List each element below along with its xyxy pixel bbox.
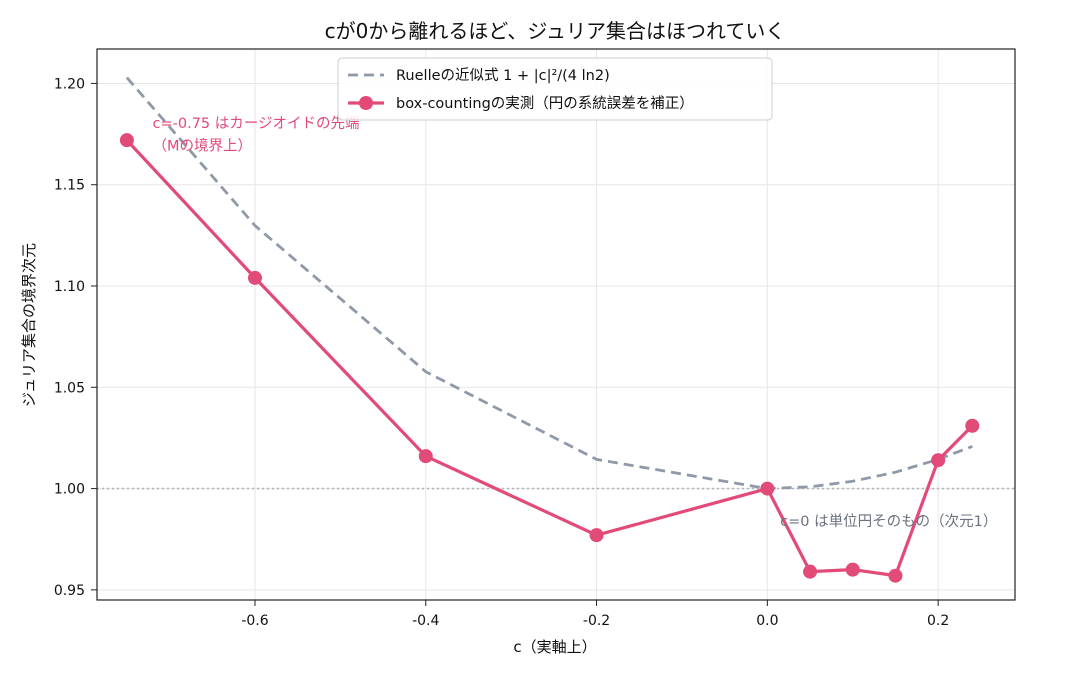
- y-tick-label: 1.15: [54, 178, 85, 194]
- y-axis-label: ジュリア集合の境界次元: [20, 243, 38, 407]
- chart-title: cが0から離れるほど、ジュリア集合はほつれていく: [325, 19, 786, 43]
- legend: Ruelleの近似式 1 + |c|²/(4 ln2) box-countingの…: [337, 57, 773, 121]
- y-axis: 0.95 1.00 1.05 1.10 1.15 1.20: [54, 76, 97, 599]
- data-point: [888, 568, 903, 583]
- y-tick-label: 1.20: [54, 76, 85, 92]
- data-point: [418, 449, 433, 464]
- data-point: [589, 528, 604, 543]
- y-tick-label: 0.95: [54, 583, 85, 599]
- series-layer: [119, 76, 980, 583]
- y-tick-label: 1.00: [54, 482, 85, 498]
- data-point: [119, 133, 134, 148]
- y-tick-label: 1.05: [54, 380, 85, 396]
- data-point: [845, 562, 860, 577]
- x-axis: -0.6 -0.4 -0.2 0.0 0.2: [241, 600, 949, 629]
- legend-marker-measured: [359, 96, 373, 110]
- annotations: c=-0.75 はカージオイドの先端 （Mの境界上） c=0 は単位円そのもの（次元…: [153, 115, 998, 530]
- data-point: [760, 481, 775, 496]
- data-point: [965, 418, 980, 433]
- data-point: [803, 564, 818, 579]
- annotation: c=0 は単位円そのもの（次元1）: [780, 513, 997, 530]
- annotation: （Mの境界上）: [153, 136, 253, 154]
- legend-label-measured: box-countingの実測（円の系統誤差を補正）: [396, 95, 694, 112]
- x-tick-label: -0.2: [583, 613, 610, 629]
- x-tick-label: -0.6: [241, 613, 268, 629]
- data-point: [247, 270, 262, 285]
- legend-box: [337, 57, 773, 121]
- plot-frame: [96, 48, 1016, 601]
- annotation: c=-0.75 はカージオイドの先端: [153, 115, 360, 132]
- legend-label-ruelle: Ruelleの近似式 1 + |c|²/(4 ln2): [396, 67, 610, 84]
- x-axis-label: c（実軸上）: [513, 638, 596, 656]
- series-line-measured: [125, 139, 974, 578]
- series-line-ruelle: [125, 76, 973, 491]
- x-tick-label: 0.2: [927, 613, 949, 629]
- grid: [97, 49, 1015, 600]
- y-tick-label: 1.10: [54, 279, 85, 295]
- x-tick-label: -0.4: [412, 613, 439, 629]
- x-tick-label: 0.0: [756, 613, 778, 629]
- data-point: [931, 453, 946, 468]
